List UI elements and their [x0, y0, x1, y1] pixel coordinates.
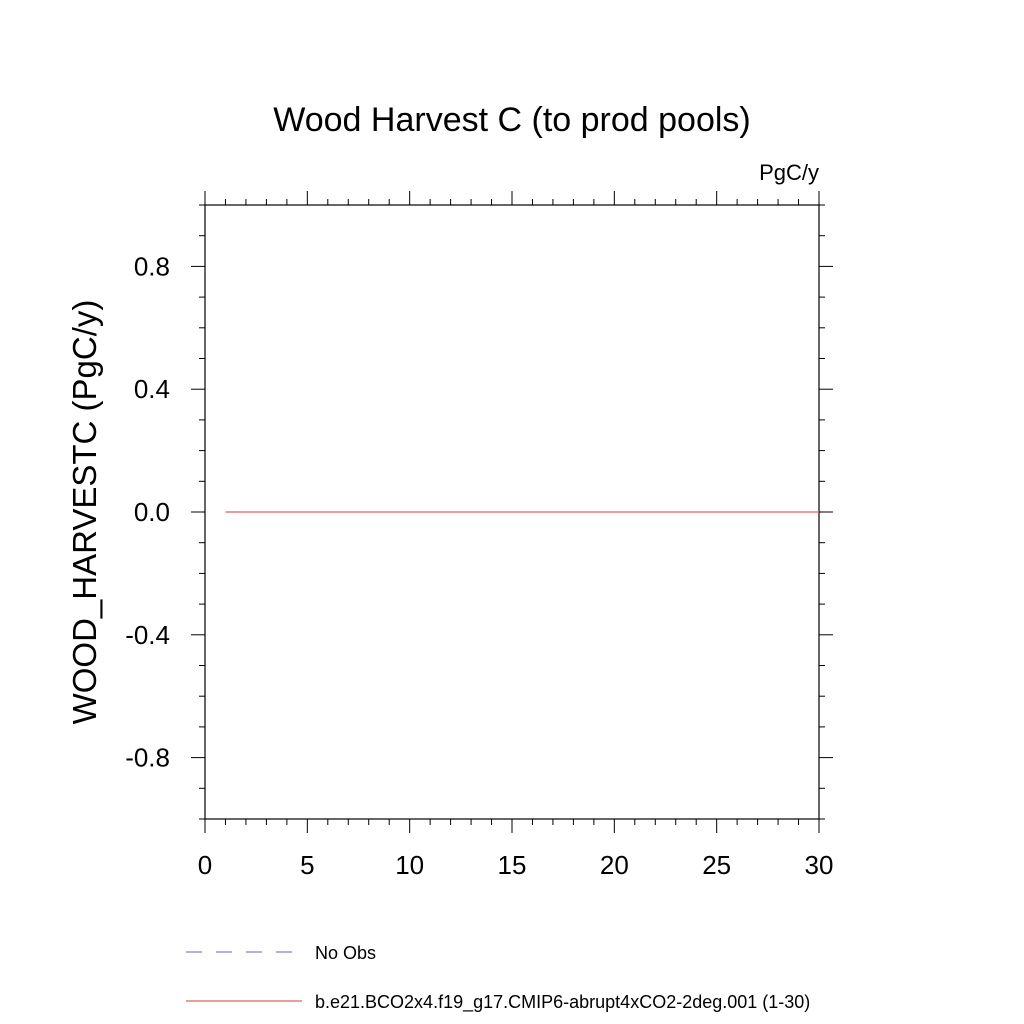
y-tick-label: -0.8: [125, 743, 170, 773]
x-tick-label: 10: [395, 850, 424, 880]
x-tick-label: 30: [805, 850, 834, 880]
legend: No Obs b.e21.BCO2x4.f19_g17.CMIP6-abrupt4…: [186, 943, 810, 1013]
y-tick-label: 0.4: [134, 374, 170, 404]
chart-title: Wood Harvest C (to prod pools): [273, 101, 750, 139]
x-tick-label: 0: [198, 850, 212, 880]
x-tick-label: 5: [300, 850, 314, 880]
x-tick-label: 25: [702, 850, 731, 880]
y-tick-label: -0.4: [125, 620, 170, 650]
y-tick-label: 0.0: [134, 497, 170, 527]
legend-label-0: No Obs: [315, 943, 376, 963]
units-label: PgC/y: [759, 160, 819, 185]
y-axis-label: WOOD_HARVESTC (PgC/y): [66, 300, 103, 725]
legend-label-1: b.e21.BCO2x4.f19_g17.CMIP6-abrupt4xCO2-2…: [315, 992, 810, 1013]
x-tick-label: 15: [498, 850, 527, 880]
axis-ticks: [191, 191, 833, 833]
tick-labels: 0 5 10 15 20 25 30 0.8 0.4 0.0 -0.4 -0.8: [125, 251, 833, 880]
y-tick-label: 0.8: [134, 251, 170, 281]
x-tick-label: 20: [600, 850, 629, 880]
